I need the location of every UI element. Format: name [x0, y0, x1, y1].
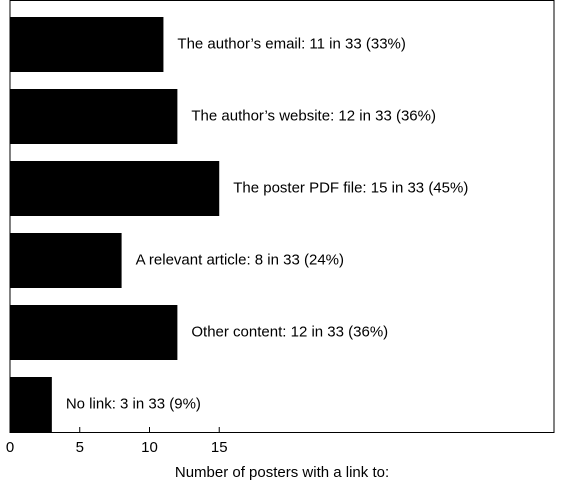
x-tick-label: 15: [211, 439, 228, 456]
bar-label: The author’s email: 11 in 33 (33%): [177, 35, 405, 52]
bar-label: Other content: 12 in 33 (36%): [191, 323, 388, 340]
bar-label: The poster PDF file: 15 in 33 (45%): [233, 179, 468, 196]
bar: [10, 17, 164, 72]
bar: [10, 89, 178, 144]
x-axis-label: Number of posters with a link to:: [175, 464, 389, 481]
bar: [10, 377, 52, 432]
x-tick-label: 10: [141, 439, 158, 456]
plot-frame: [9, 0, 555, 433]
bar: [10, 305, 178, 360]
bar-label: The author’s website: 12 in 33 (36%): [191, 107, 436, 124]
bar-label: No link: 3 in 33 (9%): [66, 395, 201, 412]
x-tick-label: 0: [6, 439, 14, 456]
bar: [10, 161, 220, 216]
bar: [10, 233, 122, 288]
x-tick-label: 5: [76, 439, 84, 456]
bar-label: A relevant article: 8 in 33 (24%): [136, 251, 344, 268]
